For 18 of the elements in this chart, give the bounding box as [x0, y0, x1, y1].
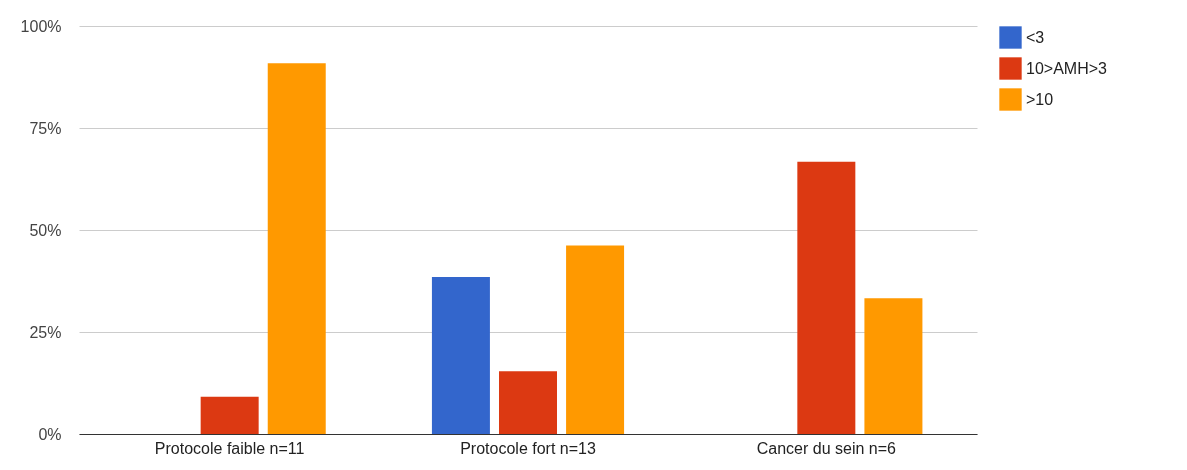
bar — [797, 161, 856, 434]
bar — [566, 245, 625, 434]
bar — [499, 371, 557, 434]
x-tick-label: Protocole faible n=11 — [154, 439, 305, 457]
bar — [431, 276, 490, 434]
legend-label: 10>AMH>3 — [1026, 59, 1108, 77]
x-tick-label: Cancer du sein n=6 — [756, 439, 897, 457]
y-tick-label: 0% — [38, 425, 62, 443]
bar — [200, 396, 259, 434]
x-tick-label: Protocole fort n=13 — [460, 439, 596, 457]
bar — [864, 298, 923, 434]
y-tick-label: 100% — [20, 17, 62, 35]
y-tick-label: 50% — [29, 221, 62, 239]
legend-label: >10 — [1026, 90, 1054, 108]
y-tick-label: 25% — [29, 323, 62, 341]
legend-label: <3 — [1026, 28, 1045, 46]
bar — [267, 63, 326, 434]
y-tick-label: 75% — [29, 119, 62, 137]
